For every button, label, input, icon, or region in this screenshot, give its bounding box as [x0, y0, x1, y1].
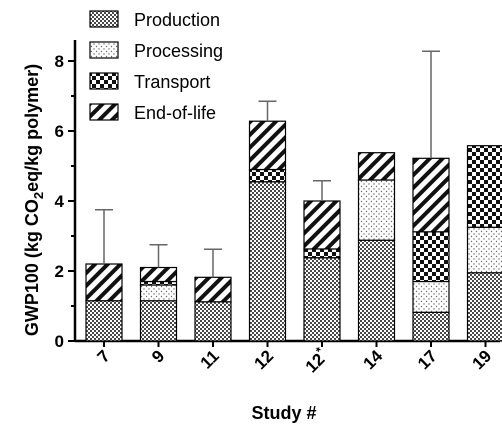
bar-segment-production	[85, 300, 123, 342]
x-tick-label: 11	[197, 346, 223, 372]
bar-segment-transport	[303, 248, 341, 259]
y-tick-label: 4	[55, 192, 65, 211]
legend-label: Transport	[134, 72, 210, 92]
bar-segment-production	[139, 300, 178, 342]
bar-segment-end-of-life	[357, 152, 396, 181]
legend-swatch	[89, 41, 119, 59]
x-axis-title: Study #	[251, 403, 316, 423]
bar-segment-processing	[357, 179, 396, 241]
bar-segment-end-of-life	[194, 276, 232, 303]
legend-label: Production	[134, 10, 220, 30]
y-tick-label: 0	[55, 332, 64, 351]
legend-swatch	[89, 10, 119, 28]
bar-segment-production	[194, 301, 232, 342]
x-tick-label: 12*	[300, 344, 332, 376]
legend-swatch	[89, 72, 119, 90]
bars-layer	[85, 120, 502, 342]
bar-segment-end-of-life	[303, 200, 341, 250]
y-tick-label: 2	[55, 262, 64, 281]
error-bars-layer	[95, 50, 440, 278]
y-axis-title: GWP100 (kg CO2eq/kg polymer)	[22, 64, 46, 336]
x-tick-label: 7	[94, 346, 114, 366]
bar-segment-processing	[466, 226, 502, 274]
bar-segment-end-of-life	[412, 157, 450, 233]
x-tick-label: 17	[414, 346, 441, 373]
y-tick-label: 6	[55, 122, 64, 141]
bar-segment-transport	[412, 231, 450, 283]
legend-swatch	[89, 103, 119, 121]
bar-segment-production	[357, 239, 396, 342]
y-tick-labels: 0 2 4 6 8	[55, 52, 65, 351]
bar-segment-end-of-life	[85, 263, 123, 302]
bar-segment-end-of-life	[248, 120, 287, 171]
x-tick-label: 14	[360, 346, 387, 373]
x-tick-label: 19	[469, 346, 496, 373]
bar-segment-production	[248, 181, 287, 342]
bar-segment-production	[412, 311, 450, 342]
legend: Production Processing Transport End-of-life	[89, 10, 223, 123]
x-tick-labels: 7 9 11 12 12* 14 17 19	[94, 344, 496, 376]
x-tick-label: 9	[148, 346, 168, 366]
legend-label: Processing	[134, 41, 223, 61]
x-tick-label: 12	[251, 346, 278, 373]
bar-segment-processing	[412, 280, 450, 313]
bar-segment-production	[303, 257, 341, 342]
legend-label: End-of-life	[134, 103, 216, 123]
bar-segment-transport	[248, 168, 287, 183]
y-tick-label: 8	[55, 52, 64, 71]
bar-segment-transport	[466, 145, 502, 228]
bar-segment-production	[466, 272, 502, 342]
bar-segment-processing	[139, 284, 178, 302]
bar-segment-end-of-life	[139, 266, 178, 283]
